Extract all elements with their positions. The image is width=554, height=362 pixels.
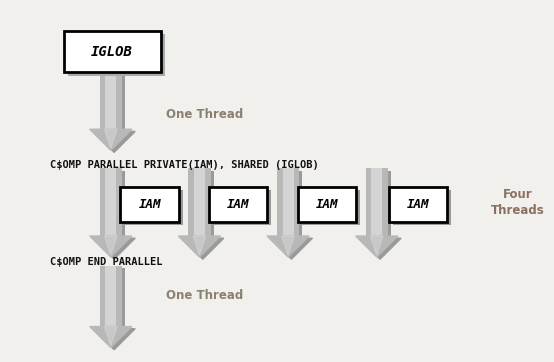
- Text: One Thread: One Thread: [166, 108, 243, 121]
- Bar: [105, 74, 116, 129]
- Bar: [280, 171, 302, 238]
- Polygon shape: [90, 236, 132, 257]
- Polygon shape: [359, 238, 401, 259]
- Polygon shape: [93, 131, 135, 152]
- Text: One Thread: One Thread: [166, 289, 243, 302]
- Bar: [213, 190, 271, 224]
- Polygon shape: [90, 327, 132, 348]
- Text: C$OMP END PARALLEL: C$OMP END PARALLEL: [50, 257, 162, 268]
- Polygon shape: [105, 327, 117, 345]
- Polygon shape: [93, 238, 135, 259]
- Bar: [393, 190, 451, 224]
- Bar: [103, 268, 125, 329]
- Bar: [192, 171, 214, 238]
- Polygon shape: [182, 238, 224, 259]
- Bar: [105, 168, 116, 236]
- Text: IGLOB: IGLOB: [91, 45, 133, 59]
- Bar: [298, 188, 356, 222]
- Polygon shape: [267, 236, 309, 257]
- Text: IAM: IAM: [316, 198, 338, 211]
- Polygon shape: [178, 236, 220, 257]
- Bar: [103, 76, 125, 131]
- Polygon shape: [105, 236, 117, 255]
- Bar: [100, 74, 122, 129]
- Bar: [121, 188, 179, 222]
- Bar: [64, 31, 161, 72]
- Polygon shape: [270, 238, 312, 259]
- Bar: [188, 168, 211, 236]
- Text: C$OMP PARALLEL PRIVATE(IAM), SHARED (IGLOB): C$OMP PARALLEL PRIVATE(IAM), SHARED (IGL…: [50, 160, 319, 170]
- Text: IAM: IAM: [227, 198, 249, 211]
- Bar: [103, 171, 125, 238]
- Polygon shape: [282, 236, 294, 255]
- Bar: [105, 266, 116, 327]
- Text: IAM: IAM: [138, 198, 161, 211]
- Bar: [209, 188, 267, 222]
- Bar: [283, 168, 294, 236]
- Bar: [194, 168, 205, 236]
- Bar: [371, 168, 382, 236]
- Polygon shape: [90, 129, 132, 150]
- Bar: [366, 168, 388, 236]
- Polygon shape: [105, 129, 117, 148]
- Polygon shape: [193, 236, 206, 255]
- Bar: [100, 266, 122, 327]
- Polygon shape: [371, 236, 383, 255]
- Text: IAM: IAM: [407, 198, 429, 211]
- Polygon shape: [356, 236, 398, 257]
- Bar: [100, 168, 122, 236]
- Polygon shape: [93, 329, 135, 350]
- Bar: [68, 34, 165, 76]
- Bar: [125, 190, 183, 224]
- Bar: [301, 190, 360, 224]
- Bar: [369, 171, 391, 238]
- Text: Four
Threads: Four Threads: [491, 188, 545, 217]
- Bar: [389, 188, 448, 222]
- Bar: [277, 168, 299, 236]
